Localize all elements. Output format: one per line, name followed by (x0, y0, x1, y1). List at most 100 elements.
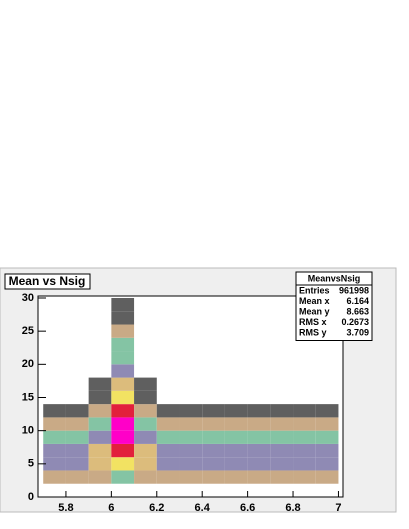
cell (179, 457, 203, 471)
cell (247, 404, 271, 418)
stats-label: Mean y (299, 306, 330, 316)
cell (134, 457, 157, 471)
cell (247, 417, 271, 431)
cell (134, 417, 157, 431)
y-tick-label: 15 (22, 391, 34, 403)
y-tick-label: 0 (28, 491, 34, 503)
cell (293, 404, 316, 418)
cell (88, 457, 112, 471)
cell (156, 430, 180, 444)
cell (111, 364, 135, 378)
stats-label: RMS y (299, 327, 327, 337)
cell (293, 443, 316, 458)
cell (88, 377, 112, 391)
stats-label: Entries (299, 285, 330, 295)
cell (270, 443, 294, 458)
cell (111, 470, 135, 484)
cell (111, 417, 135, 431)
plot: 5.8 6 6.2 6.4 6.6 6.8 7 0 5 10 15 20 25 30 (22, 292, 342, 514)
cell (315, 443, 339, 458)
cell (224, 457, 248, 471)
cell (43, 430, 66, 444)
stats-box: MeanvsNsig Entries 961998 Mean x 6.164 Mean y… (295, 271, 373, 341)
x-tick-label: 6 (108, 502, 114, 514)
cell (88, 470, 112, 484)
chart-title: Mean vs Nsig (9, 274, 86, 288)
cell (202, 404, 225, 418)
y-tick-label: 25 (22, 325, 34, 337)
y-tick-label: 20 (22, 358, 34, 370)
cell (179, 443, 203, 458)
cell (111, 297, 135, 312)
cell (88, 390, 112, 405)
cell (134, 390, 157, 405)
cell (179, 417, 203, 431)
cell (293, 430, 316, 444)
stats-value: 961998 (339, 285, 369, 295)
cell (224, 470, 248, 484)
cell (315, 417, 339, 431)
x-tick-label: 6.8 (285, 502, 300, 514)
cell (65, 457, 89, 471)
cell (179, 404, 203, 418)
cell (88, 430, 112, 444)
cell (43, 457, 66, 471)
cell (270, 430, 294, 444)
x-tick-label: 6.4 (195, 502, 211, 514)
cell (224, 430, 248, 444)
cell (111, 390, 135, 405)
stats-value: 3.709 (346, 327, 369, 337)
x-tick-label: 6.2 (149, 502, 164, 514)
title-box (4, 273, 91, 290)
stats-value: 6.164 (346, 296, 369, 306)
stats-value: 0.2673 (341, 317, 369, 327)
cell (156, 417, 180, 431)
x-tick-label: 7 (335, 502, 341, 514)
cell (111, 457, 135, 471)
cell (65, 404, 89, 418)
cell (134, 404, 157, 418)
x-tick-label: 5.8 (58, 502, 73, 514)
cell (88, 443, 112, 458)
cell (111, 337, 135, 352)
cell (134, 443, 157, 458)
cell (179, 470, 203, 484)
cell (224, 443, 248, 458)
cell (315, 470, 339, 484)
cell (111, 351, 135, 365)
cell (315, 430, 339, 444)
cell (156, 443, 180, 458)
cell (111, 443, 135, 458)
cell (111, 377, 135, 391)
cell (224, 404, 248, 418)
cell (202, 470, 225, 484)
stats-label: Mean x (299, 296, 330, 306)
cell (156, 404, 180, 418)
cell (202, 457, 225, 471)
cell (111, 324, 135, 338)
cell (247, 470, 271, 484)
cell (43, 417, 66, 431)
cell (293, 457, 316, 471)
cell (65, 443, 89, 458)
cell (247, 443, 271, 458)
stats-value: 8.663 (346, 306, 369, 316)
cell (111, 430, 135, 444)
cell (134, 470, 157, 484)
cell (270, 457, 294, 471)
cell (134, 430, 157, 444)
stats-title: MeanvsNsig (308, 273, 361, 283)
cell (315, 404, 339, 418)
stats-label: RMS x (299, 317, 327, 327)
cell (247, 457, 271, 471)
cell (315, 457, 339, 471)
y-tick-label: 30 (22, 292, 34, 304)
cell (111, 311, 135, 325)
cell (43, 443, 66, 458)
cell (202, 417, 225, 431)
x-tick-label: 6.6 (240, 502, 255, 514)
y-tick-label: 10 (22, 425, 34, 437)
cell (43, 404, 66, 418)
cell (270, 417, 294, 431)
